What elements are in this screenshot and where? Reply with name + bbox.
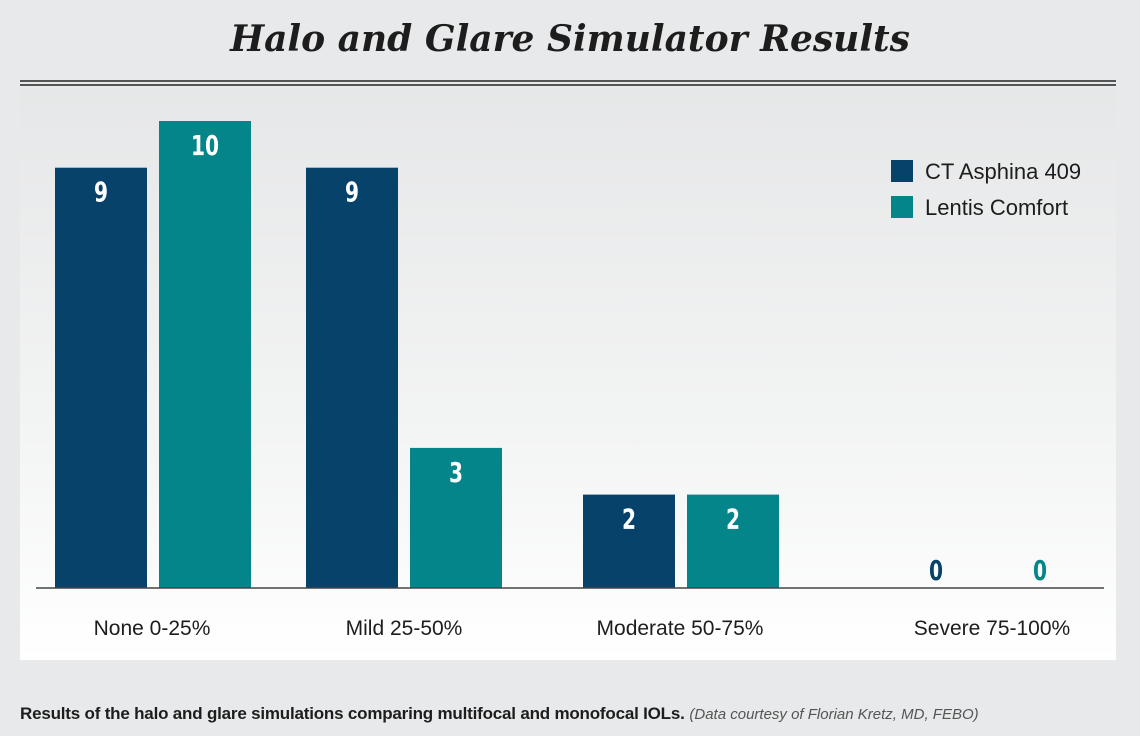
x-tick-label-2: Moderate 50-75% — [597, 617, 764, 640]
x-tick-label-3: Severe 75-100% — [914, 617, 1070, 640]
figure-caption: Results of the halo and glare simulation… — [20, 704, 1130, 724]
legend-swatch-1 — [891, 196, 913, 218]
value-label-ct-asphina-2: 2 — [622, 502, 636, 535]
x-tick-label-1: Mild 25-50% — [346, 617, 463, 640]
caption-main: Results of the halo and glare simulation… — [20, 704, 685, 723]
value-label-lentis-1: 3 — [449, 456, 463, 489]
bar-lentis-0 — [159, 121, 251, 588]
chart-title: Halo and Glare Simulator Results — [230, 18, 910, 60]
bar-ct-asphina-2 — [583, 494, 675, 588]
value-labels-group: 9 10 9 3 2 2 0 0 — [94, 129, 1047, 587]
legend-swatch-0 — [891, 160, 913, 182]
bar-lentis-2 — [687, 494, 779, 588]
value-label-ct-asphina-1: 9 — [345, 175, 359, 208]
legend: CT Asphina 409 Lentis Comfort — [891, 159, 1081, 220]
value-label-lentis-2: 2 — [726, 502, 740, 535]
legend-label-1: Lentis Comfort — [925, 195, 1068, 220]
value-label-lentis-0: 10 — [191, 129, 219, 162]
title-rule-bottom — [20, 84, 1116, 86]
x-tick-label-0: None 0-25% — [94, 617, 211, 640]
bar-lentis-1 — [410, 447, 502, 588]
value-label-ct-asphina-0: 9 — [94, 175, 108, 208]
legend-label-0: CT Asphina 409 — [925, 159, 1081, 184]
value-label-lentis-3: 0 — [1033, 554, 1047, 587]
caption-credit: (Data courtesy of Florian Kretz, MD, FEB… — [689, 706, 979, 723]
bar-ct-asphina-0 — [55, 167, 147, 588]
title-rule-top — [20, 80, 1116, 82]
value-label-ct-asphina-3: 0 — [929, 554, 943, 587]
x-tick-labels-group: None 0-25% Mild 25-50% Moderate 50-75% Seve… — [94, 617, 1071, 640]
bar-ct-asphina-1 — [306, 167, 398, 588]
bars-group — [55, 121, 779, 588]
